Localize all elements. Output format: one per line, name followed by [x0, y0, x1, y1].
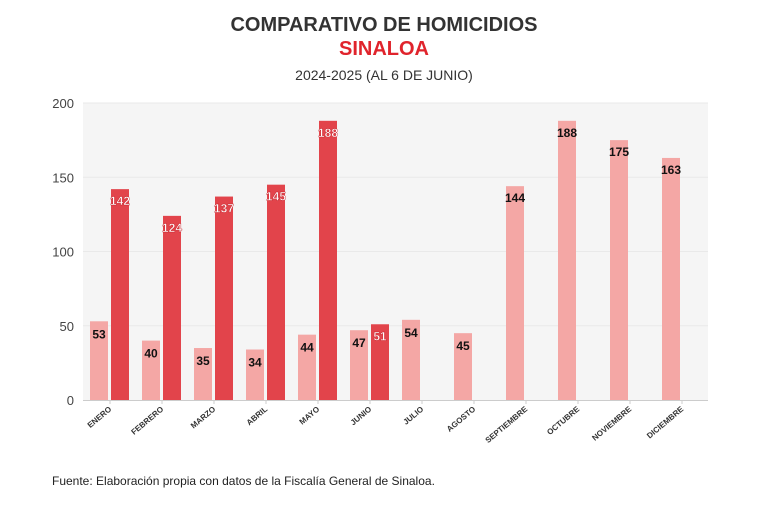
- data-label-2025: 145: [266, 190, 286, 204]
- source-note: Fuente: Elaboración propia con datos de …: [52, 474, 435, 488]
- data-label-2024: 35: [196, 354, 210, 368]
- data-label-2024: 144: [505, 191, 525, 205]
- data-label-2024: 40: [144, 347, 158, 361]
- bar-2025: [163, 215, 181, 400]
- bar-2024: [402, 319, 420, 400]
- bar-2024: [246, 349, 264, 400]
- x-tick-label: MARZO: [189, 405, 217, 431]
- x-tick-label: MAYO: [298, 405, 322, 427]
- bar-2025: [215, 196, 233, 400]
- bar-2024: [454, 333, 472, 400]
- data-label-2025: 142: [110, 194, 130, 208]
- data-label-2024: 45: [456, 339, 470, 353]
- x-tick-label: JUNIO: [349, 405, 374, 428]
- data-label-2025: 51: [373, 329, 387, 343]
- data-label-2025: 137: [214, 202, 234, 216]
- y-tick-label: 100: [52, 245, 74, 260]
- x-tick-label: SEPTIEMBRE: [484, 404, 530, 445]
- chart-subtitle: SINALOA: [339, 38, 429, 60]
- data-label-2024: 188: [557, 126, 577, 140]
- data-label-2024: 44: [300, 341, 314, 355]
- bar-2024: [610, 140, 628, 400]
- data-label-2024: 34: [248, 356, 262, 370]
- bar-2024: [142, 340, 160, 400]
- bar-2025: [111, 189, 129, 400]
- bar-2024: [350, 330, 368, 400]
- x-tick-label: AGOSTO: [445, 405, 477, 434]
- x-tick-label: ABRIL: [245, 405, 270, 428]
- data-label-2025: 124: [162, 221, 182, 235]
- x-tick-label: ENERO: [86, 405, 114, 430]
- chart-title: COMPARATIVO DE HOMICIDIOS: [230, 14, 538, 36]
- x-tick-label: DICIEMBRE: [645, 404, 686, 440]
- bar-2025: [319, 120, 337, 400]
- bar-2024: [298, 334, 316, 400]
- chart-date-note: 2024-2025 (AL 6 DE JUNIO): [295, 67, 473, 83]
- y-tick-label: 200: [52, 96, 74, 111]
- data-label-2025: 188: [318, 126, 338, 140]
- x-tick-label: NOVIEMBRE: [590, 404, 633, 442]
- data-label-2024: 53: [92, 327, 106, 341]
- x-tick-label: OCTUBRE: [545, 404, 582, 437]
- bar-2024: [662, 157, 680, 400]
- bar-2024: [558, 120, 576, 400]
- data-label-2024: 54: [404, 326, 418, 340]
- y-tick-label: 0: [67, 393, 74, 408]
- bar-2025: [371, 324, 389, 400]
- bar-2025: [267, 184, 285, 400]
- bar-2024: [506, 186, 524, 400]
- data-label-2024: 175: [609, 145, 629, 159]
- data-label-2024: 163: [661, 163, 681, 177]
- data-label-2024: 47: [352, 336, 366, 350]
- bar-2024: [194, 348, 212, 400]
- x-tick-label: FEBRERO: [130, 405, 166, 437]
- x-tick-label: JULIO: [401, 405, 425, 427]
- y-tick-label: 150: [52, 170, 74, 185]
- y-tick-label: 50: [60, 319, 74, 334]
- bar-2024: [90, 321, 108, 400]
